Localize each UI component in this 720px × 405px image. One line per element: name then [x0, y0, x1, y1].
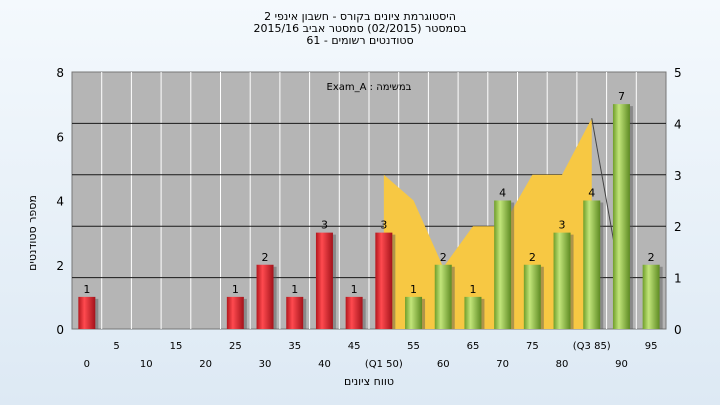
- y2-tick-label: 5: [674, 66, 682, 80]
- bar-shadow: [659, 266, 663, 329]
- bar-shadow: [303, 298, 307, 329]
- y-tick-label: 4: [56, 195, 64, 209]
- chart-subtitle-students: סטודנטים רשומים - 61: [306, 34, 414, 47]
- bar-0: [78, 296, 96, 329]
- bar-75: [523, 264, 541, 329]
- bar-shadow: [392, 234, 396, 329]
- bar-90: [612, 104, 630, 329]
- x-axis-label: טווח ציונים: [344, 375, 394, 388]
- x-tick-label: 75: [526, 341, 539, 352]
- x-tick-label: 95: [645, 341, 658, 352]
- x-tick-label: 65: [467, 341, 480, 352]
- x-tick-label: 90: [615, 359, 628, 370]
- y-tick-label: 0: [56, 323, 64, 337]
- y2-tick-label: 2: [674, 220, 682, 234]
- bar-shadow: [95, 298, 99, 329]
- bar-shadow: [451, 266, 455, 329]
- bar-value-label: 1: [291, 283, 298, 296]
- bar-50: [375, 232, 393, 329]
- x-tick-label: 80: [556, 359, 569, 370]
- bar-95: [642, 264, 660, 329]
- bar-shadow: [243, 298, 247, 329]
- bar-35: [286, 296, 304, 329]
- bar-value-label: 3: [321, 219, 328, 232]
- y2-tick-label: 3: [674, 169, 682, 183]
- x-tick-label: 0: [84, 359, 90, 370]
- x-tick-label: 70: [496, 359, 509, 370]
- bar-shadow: [332, 234, 336, 329]
- x-tick-label: 45: [348, 341, 361, 352]
- y2-tick-label: 1: [674, 272, 682, 286]
- bar-value-label: 1: [469, 283, 476, 296]
- x-tick-label: 25: [229, 341, 242, 352]
- bar-value-label: 7: [618, 90, 625, 103]
- x-tick-label: 55: [407, 341, 420, 352]
- bar-value-label: 1: [232, 283, 239, 296]
- x-tick-label: 35: [288, 341, 301, 352]
- bar-shadow: [570, 234, 574, 329]
- x-tick-label: 10: [140, 359, 153, 370]
- bar-value-label: 3: [380, 219, 387, 232]
- bar-70: [494, 200, 512, 329]
- task-annotation: Exam_A : במשימה: [327, 82, 412, 93]
- x-tick-label: 40: [318, 359, 331, 370]
- bar-30: [256, 264, 274, 329]
- y-tick-label: 8: [56, 66, 64, 80]
- y2-tick-label: 4: [674, 117, 682, 131]
- bar-55: [405, 296, 423, 329]
- chart-title: היסטוגרמת ציונים בקורס - חשבון אינפי 2: [264, 10, 456, 23]
- x-tick-label: 30: [259, 359, 272, 370]
- bar-value-label: 4: [588, 187, 595, 200]
- x-tick-label: 20: [199, 359, 212, 370]
- bar-shadow: [540, 266, 544, 329]
- bar-65: [464, 296, 482, 329]
- area-connector-line: [591, 118, 618, 260]
- x-tick-label: 60: [437, 359, 450, 370]
- x-tick-label: (Q1 50): [365, 359, 403, 370]
- bar-60: [434, 264, 452, 329]
- bar-value-label: 2: [529, 251, 536, 264]
- x-tick-label: (Q3 85): [573, 341, 611, 352]
- bar-85: [583, 200, 601, 329]
- bar-25: [226, 296, 244, 329]
- bar-shadow: [422, 298, 426, 329]
- y2-tick-label: 0: [674, 323, 682, 337]
- bar-40: [315, 232, 333, 329]
- bar-80: [553, 232, 571, 329]
- bar-45: [345, 296, 363, 329]
- bar-shadow: [481, 298, 485, 329]
- chart-subtitle-semester: בסמסטר (02/2015) סמסטר אביב 2015/16: [253, 22, 467, 35]
- bar-shadow: [273, 266, 277, 329]
- y-tick-label: 2: [56, 259, 64, 273]
- x-tick-label: 5: [113, 341, 119, 352]
- bar-shadow: [629, 106, 633, 329]
- x-tick-label: 15: [170, 341, 183, 352]
- bar-value-label: 1: [410, 283, 417, 296]
- y-axis-label: מספר סטודנטים: [26, 195, 39, 271]
- bar-value-label: 1: [351, 283, 358, 296]
- y-tick-label: 6: [56, 130, 64, 144]
- bar-value-label: 1: [83, 283, 90, 296]
- bar-shadow: [600, 202, 604, 329]
- bar-value-label: 2: [648, 251, 655, 264]
- bar-value-label: 4: [499, 187, 506, 200]
- bar-shadow: [511, 202, 515, 329]
- bar-value-label: 3: [559, 219, 566, 232]
- bar-value-label: 2: [262, 251, 269, 264]
- bar-value-label: 2: [440, 251, 447, 264]
- bar-shadow: [362, 298, 366, 329]
